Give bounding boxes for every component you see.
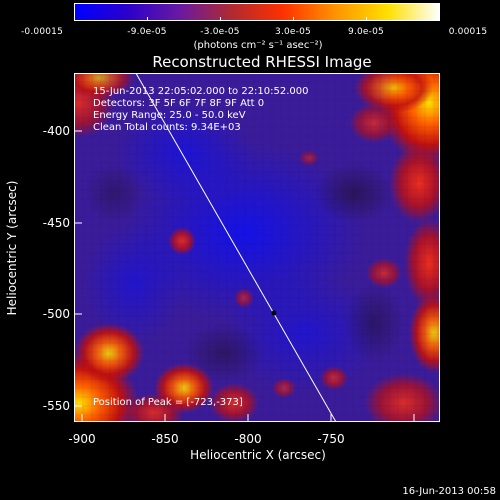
rhessi-image bbox=[74, 73, 440, 422]
colorbar-units: (photons cm⁻² s⁻¹ asec⁻²) bbox=[193, 40, 323, 51]
y-tick-label: -550 bbox=[42, 399, 70, 413]
x-tick-label: -750 bbox=[317, 432, 345, 446]
colorbar-tick-label: 3.0e-05 bbox=[275, 27, 311, 37]
y-tick-label: -500 bbox=[42, 307, 70, 321]
plot-title: Reconstructed RHESSI Image bbox=[152, 53, 372, 71]
x-axis-title: Heliocentric X (arcsec) bbox=[190, 448, 326, 462]
colorbar-tick-mark bbox=[74, 17, 75, 21]
colorbar-tick-mark bbox=[366, 17, 367, 21]
y-axis-title: Heliocentric Y (arcsec) bbox=[5, 180, 19, 316]
colorbar-tick-label: -3.0e-05 bbox=[200, 27, 240, 37]
x-tick-label: -850 bbox=[151, 432, 179, 446]
annotation-clean: Clean Total counts: 9.34E+03 bbox=[93, 122, 241, 133]
colorbar-tick-mark bbox=[220, 17, 221, 21]
colorbar-tick-mark bbox=[439, 17, 440, 21]
colorbar-tick-label: 0.00015 bbox=[448, 27, 488, 37]
y-tick-label: -400 bbox=[42, 124, 70, 138]
annotation-detectors: Detectors: 3F 5F 6F 7F 8F 9F Att 0 bbox=[93, 98, 265, 109]
x-tick-label: -900 bbox=[68, 432, 96, 446]
solar-limb-line bbox=[135, 73, 337, 422]
colorbar-tick-mark bbox=[293, 17, 294, 21]
colorbar-tick-label: 9.0e-05 bbox=[348, 27, 384, 37]
colorbar-tick-mark bbox=[147, 17, 148, 21]
annotation-energy: Energy Range: 25.0 - 50.0 keV bbox=[93, 110, 246, 121]
annotation-peak: Position of Peak = [-723,-373] bbox=[93, 397, 243, 408]
colorbar-tick-label: -9.0e-05 bbox=[127, 27, 167, 37]
annotation-time-range: 15-Jun-2013 22:05:02.000 to 22:10:52.000 bbox=[93, 86, 309, 97]
footer-timestamp: 16-Jun-2013 00:58 bbox=[402, 486, 496, 497]
colorbar-tick-label: -0.00015 bbox=[20, 27, 64, 37]
y-tick-label: -450 bbox=[42, 216, 70, 230]
peak-marker bbox=[271, 310, 277, 316]
colorbar bbox=[74, 3, 440, 21]
x-tick-label: -800 bbox=[234, 432, 262, 446]
